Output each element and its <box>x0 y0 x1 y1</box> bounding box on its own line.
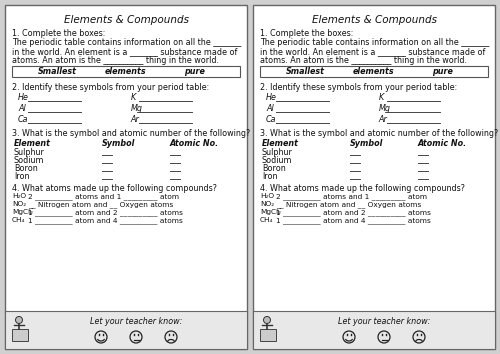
Text: H₂O: H₂O <box>12 193 26 199</box>
Text: 1. Complete the boxes:: 1. Complete the boxes: <box>260 29 354 38</box>
Text: in the world. An element is a _______ substance made of: in the world. An element is a _______ su… <box>12 47 237 56</box>
Text: Al: Al <box>266 104 274 113</box>
Text: K: K <box>131 93 136 102</box>
Text: Mg: Mg <box>131 104 143 113</box>
Text: H₂O: H₂O <box>260 193 274 199</box>
Text: Elements & Compounds: Elements & Compounds <box>64 15 188 25</box>
Text: Mg: Mg <box>379 104 391 113</box>
Circle shape <box>264 316 270 324</box>
Text: elements: elements <box>353 67 395 76</box>
Text: __ Nitrogen atom and __ Oxygen atoms: __ Nitrogen atom and __ Oxygen atoms <box>28 201 174 208</box>
Text: Al: Al <box>18 104 26 113</box>
Text: Iron: Iron <box>262 172 278 181</box>
Text: Element: Element <box>262 139 299 148</box>
Text: Sodium: Sodium <box>262 156 292 165</box>
Text: atoms. An atom is the __________ thing in the world.: atoms. An atom is the __________ thing i… <box>12 56 219 65</box>
Text: 1 __________ atom and 2 __________ atoms: 1 __________ atom and 2 __________ atoms <box>28 209 183 216</box>
Text: Sodium: Sodium <box>14 156 44 165</box>
Text: Ar: Ar <box>379 115 388 124</box>
Text: Iron: Iron <box>14 172 30 181</box>
Text: elements: elements <box>105 67 147 76</box>
Text: NO₂: NO₂ <box>12 201 26 207</box>
Text: 1 __________ atom and 2 __________ atoms: 1 __________ atom and 2 __________ atoms <box>276 209 431 216</box>
Text: pure: pure <box>184 67 205 76</box>
Text: Boron: Boron <box>14 164 38 173</box>
Text: Symbol: Symbol <box>350 139 383 148</box>
Text: Boron: Boron <box>262 164 286 173</box>
Text: Atomic No.: Atomic No. <box>170 139 218 148</box>
Text: K: K <box>379 93 384 102</box>
Text: MgCl₂: MgCl₂ <box>12 209 33 215</box>
Text: Smallest: Smallest <box>38 67 77 76</box>
Text: Atomic No.: Atomic No. <box>418 139 467 148</box>
Text: in the world. An element is a _______ substance made of: in the world. An element is a _______ su… <box>260 47 486 56</box>
Bar <box>260 329 276 341</box>
Text: The periodic table contains information on all the _______: The periodic table contains information … <box>12 38 241 47</box>
Text: 1. Complete the boxes:: 1. Complete the boxes: <box>12 29 106 38</box>
Circle shape <box>16 316 22 324</box>
Text: 4. What atoms made up the following compounds?: 4. What atoms made up the following comp… <box>260 184 465 193</box>
Bar <box>260 66 488 77</box>
Text: He: He <box>18 93 29 102</box>
Text: 2 __________ atoms and 1 _________ atom: 2 __________ atoms and 1 _________ atom <box>276 193 427 200</box>
Text: 2. Identify these symbols from your period table:: 2. Identify these symbols from your peri… <box>12 83 209 92</box>
Text: 2. Identify these symbols from your period table:: 2. Identify these symbols from your peri… <box>260 83 457 92</box>
Bar <box>253 5 495 349</box>
Text: 2 __________ atoms and 1 _________ atom: 2 __________ atoms and 1 _________ atom <box>28 193 179 200</box>
Text: atoms. An atom is the __________ thing in the world.: atoms. An atom is the __________ thing i… <box>260 56 467 65</box>
Text: CH₄: CH₄ <box>12 217 26 223</box>
Text: Sulphur: Sulphur <box>262 148 293 157</box>
Bar <box>12 66 240 77</box>
Text: __ Nitrogen atom and __ Oxygen atoms: __ Nitrogen atom and __ Oxygen atoms <box>276 201 421 208</box>
Text: The periodic table contains information on all the _______: The periodic table contains information … <box>260 38 489 47</box>
Text: CH₄: CH₄ <box>260 217 274 223</box>
Text: 3. What is the symbol and atomic number of the following?: 3. What is the symbol and atomic number … <box>260 129 498 138</box>
Text: NO₂: NO₂ <box>260 201 274 207</box>
Text: Ar: Ar <box>131 115 140 124</box>
Text: MgCl₂: MgCl₂ <box>260 209 281 215</box>
Text: Smallest: Smallest <box>286 67 325 76</box>
Text: Ca: Ca <box>18 115 28 124</box>
Bar <box>5 311 247 349</box>
Text: 4. What atoms made up the following compounds?: 4. What atoms made up the following comp… <box>12 184 217 193</box>
Text: Let your teacher know:: Let your teacher know: <box>90 317 182 326</box>
Text: 1 __________ atom and 4 __________ atoms: 1 __________ atom and 4 __________ atoms <box>276 217 431 224</box>
Text: Ca: Ca <box>266 115 276 124</box>
Text: Let your teacher know:: Let your teacher know: <box>338 317 430 326</box>
Text: Sulphur: Sulphur <box>14 148 45 157</box>
Text: 1 __________ atom and 4 __________ atoms: 1 __________ atom and 4 __________ atoms <box>28 217 183 224</box>
Text: 3. What is the symbol and atomic number of the following?: 3. What is the symbol and atomic number … <box>12 129 250 138</box>
Text: Elements & Compounds: Elements & Compounds <box>312 15 436 25</box>
Text: Symbol: Symbol <box>102 139 135 148</box>
Bar <box>253 311 495 349</box>
Bar <box>12 329 28 341</box>
Text: Element: Element <box>14 139 51 148</box>
Bar <box>5 5 247 349</box>
Text: pure: pure <box>432 67 453 76</box>
Text: He: He <box>266 93 277 102</box>
